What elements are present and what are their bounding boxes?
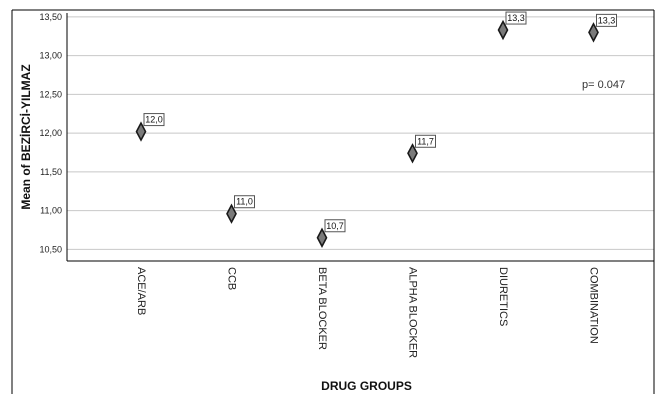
data-points [135,19,599,248]
data-label: 12,0 [145,115,163,125]
x-category-label: DIURETICS [497,267,509,326]
y-axis-title: Mean of BEZİRCİ-YILMAZ [18,64,33,209]
x-category-label: CCB [226,267,238,290]
y-tick-label: 13,00 [39,51,62,61]
p-value-annotation: p= 0.047 [582,79,625,91]
data-label: 13,3 [598,15,616,25]
data-label-box [596,13,617,27]
data-label: 13,3 [507,13,525,23]
y-tick-label: 12,00 [39,128,62,138]
y-tick-label: 13,50 [39,12,62,22]
x-category-label: COMBINATION [588,267,600,344]
data-label-box [143,113,165,127]
data-label: 11,0 [236,197,253,207]
data-point-marker [226,203,237,224]
y-tick-label: 10,50 [39,244,62,254]
x-axis-title: DRUG GROUPS [321,379,412,393]
data-label-box [234,195,255,209]
plot-frame [11,9,655,394]
gridlines [67,16,654,250]
data-point-marker [407,143,418,164]
y-tick-label: 11,00 [40,206,62,216]
x-axis-categories: ACE/ARB CCB BETA BLOCKER ALPHA BLOCKER DIURE… [135,267,600,358]
data-label: 10,7 [326,221,344,231]
x-category-label: BETA BLOCKER [316,267,328,350]
y-tick-label: 11,50 [40,167,62,177]
data-point-marker [316,227,328,248]
x-category-label: ALPHA BLOCKER [407,267,419,358]
data-point-marker [135,121,147,142]
y-axis-ticks: 10,50 11,00 11,50 12,00 12,50 13,00 13,50 [39,12,62,255]
data-labels: 12,0 11,0 10,7 11,7 13,3 13,3 [143,11,617,233]
data-point-marker [497,19,509,41]
data-label-box [324,219,346,233]
data-label-box [505,11,527,25]
data-label-box [415,134,436,148]
x-category-label: ACE/ARB [135,267,147,315]
data-point-marker [588,22,599,43]
data-label: 11,7 [417,136,434,146]
y-tick-label: 12,50 [39,89,62,99]
